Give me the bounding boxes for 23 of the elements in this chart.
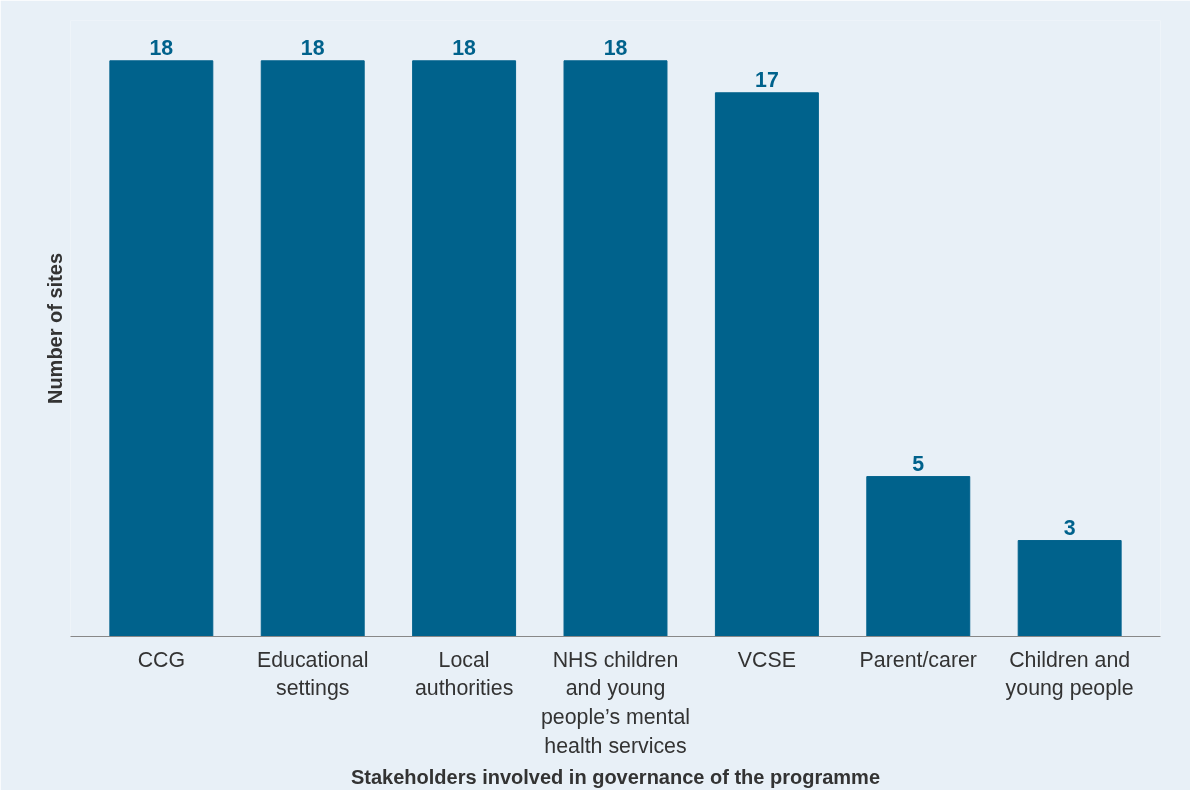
- bar: [563, 60, 668, 637]
- bar: [1017, 540, 1122, 637]
- data-label: 18: [603, 35, 628, 60]
- x-tick-label: Local authorities: [414, 647, 514, 701]
- x-tick-label: Educational settings: [256, 647, 369, 701]
- x-tick-label: Children and young people: [1005, 647, 1134, 701]
- data-label: 17: [755, 67, 779, 92]
- data-label: 3: [1063, 515, 1076, 540]
- bar: [866, 476, 971, 637]
- x-tick-label: VCSE: [737, 647, 796, 672]
- x-axis-title: Stakeholders involved in governance of the programme: [350, 765, 881, 788]
- x-tick-label: CCG: [137, 647, 186, 672]
- y-axis-title: Number of sites: [43, 252, 66, 405]
- x-tick-label: Parent/carer: [859, 647, 977, 672]
- bar: [260, 60, 365, 637]
- data-label: 18: [149, 35, 174, 60]
- bar: [109, 60, 214, 637]
- bar: [412, 60, 517, 637]
- data-label: 5: [912, 451, 925, 476]
- x-tick-label: NHS children and young people’s mental health services: [541, 647, 691, 758]
- bar: [714, 92, 819, 637]
- data-label: 18: [300, 35, 325, 60]
- data-label: 18: [452, 35, 477, 60]
